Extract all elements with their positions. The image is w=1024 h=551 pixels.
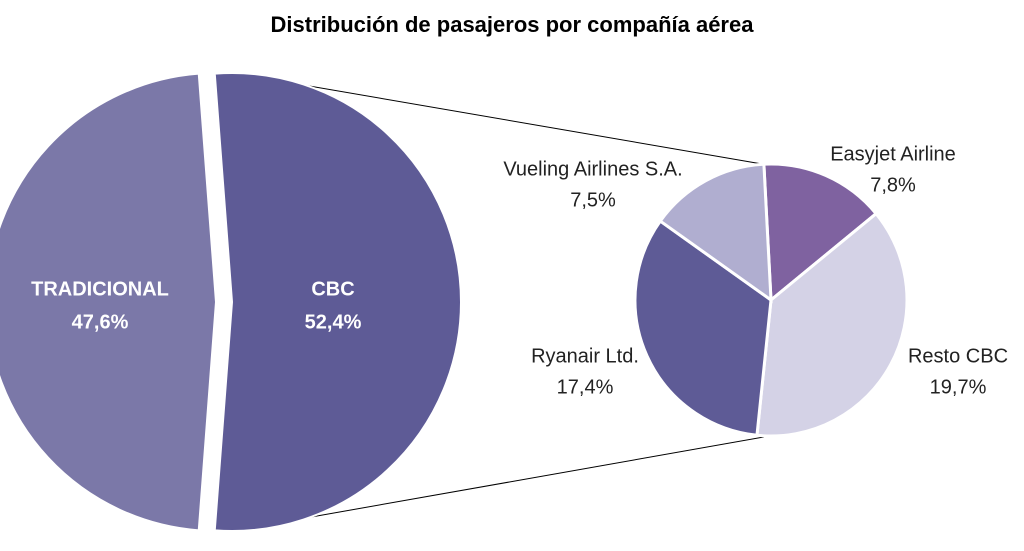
pie-slice	[633, 218, 773, 437]
pie-slice	[0, 72, 218, 532]
slice-value: 7,5%	[570, 189, 616, 211]
pie-slice	[213, 72, 463, 532]
slice-value: 19,7%	[930, 376, 987, 398]
slice-label: CBC	[311, 278, 354, 300]
pie-slice	[755, 211, 909, 438]
slice-value: 7,8%	[870, 174, 916, 196]
slice-label: Resto CBC	[908, 345, 1008, 367]
slice-value: 52,4%	[305, 311, 362, 333]
slice-label: Vueling Airlines S.A.	[503, 158, 682, 180]
slice-value: 47,6%	[72, 311, 129, 333]
connector-line	[231, 436, 765, 532]
slice-label: TRADICIONAL	[31, 278, 169, 300]
slice-label: Easyjet Airline	[830, 143, 956, 165]
connector-line	[233, 72, 763, 165]
slice-value: 17,4%	[557, 376, 614, 398]
pie-slice	[658, 162, 773, 304]
chart-title: Distribución de pasajeros por compañía a…	[271, 12, 755, 37]
pie-slice	[762, 162, 879, 304]
slice-label: Ryanair Ltd.	[531, 345, 639, 367]
